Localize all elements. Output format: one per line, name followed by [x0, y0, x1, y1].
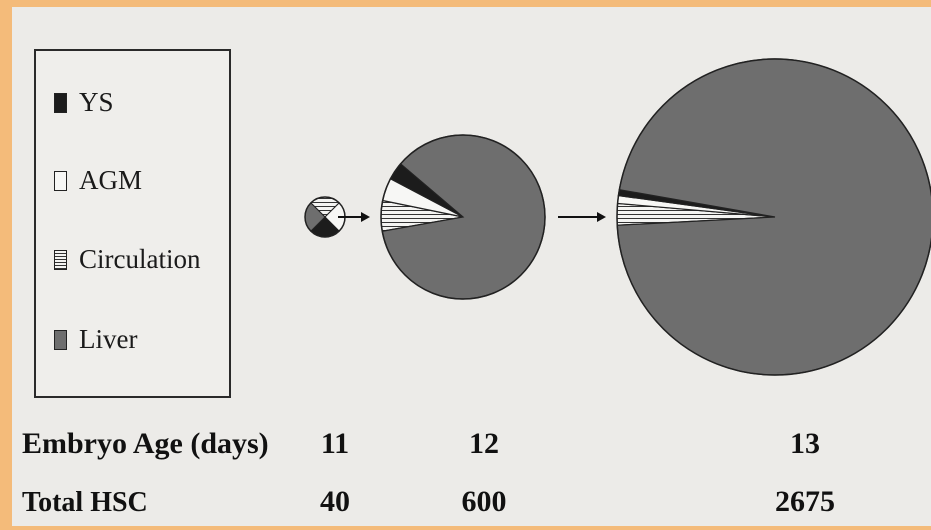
- pie-chart-canvas: [304, 58, 931, 376]
- legend-label-liver: Liver: [79, 324, 138, 354]
- pie-12-outline: [380, 134, 546, 300]
- legend-swatch-liver: [54, 329, 67, 350]
- legend-item-circulation: Circulation: [36, 244, 200, 275]
- arrow-11-to-12: [338, 212, 370, 222]
- pie-12: [380, 134, 546, 300]
- age-value-13: 13: [790, 427, 820, 460]
- age-value-11: 11: [320, 427, 350, 460]
- legend: YS AGM Circulation Liver: [34, 49, 231, 398]
- legend-swatch-ys: [54, 92, 67, 113]
- legend-item-ys: YS: [36, 87, 114, 118]
- pie-13-outline: [616, 58, 931, 376]
- legend-swatch-circulation: [54, 249, 67, 270]
- age-value-12: 12: [469, 427, 499, 460]
- chart-paper: YS AGM Circulation Liver: [12, 7, 931, 526]
- pie-13: [616, 58, 931, 376]
- total-value-13: 2675: [775, 485, 835, 518]
- legend-swatch-agm: [54, 170, 67, 191]
- total-value-12: 600: [461, 485, 507, 518]
- legend-label-circulation: Circulation: [79, 244, 201, 274]
- arrow-12-to-13: [558, 212, 606, 222]
- pie-11: [304, 196, 346, 238]
- legend-label-ys: YS: [79, 87, 114, 117]
- legend-item-agm: AGM: [36, 165, 142, 196]
- legend-label-agm: AGM: [79, 165, 143, 195]
- total-row-label: Total HSC: [22, 487, 148, 518]
- age-row-label: Embryo Age (days): [22, 427, 269, 460]
- legend-item-liver: Liver: [36, 324, 137, 355]
- total-value-11: 40: [320, 485, 350, 518]
